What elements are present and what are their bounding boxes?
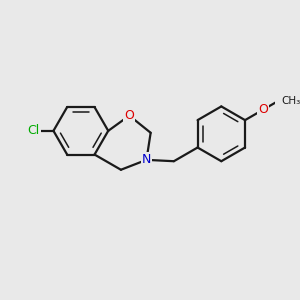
Text: N: N xyxy=(142,153,151,166)
Text: Cl: Cl xyxy=(28,124,40,137)
Text: CH₃: CH₃ xyxy=(281,96,300,106)
Text: O: O xyxy=(124,109,134,122)
Text: O: O xyxy=(258,103,268,116)
